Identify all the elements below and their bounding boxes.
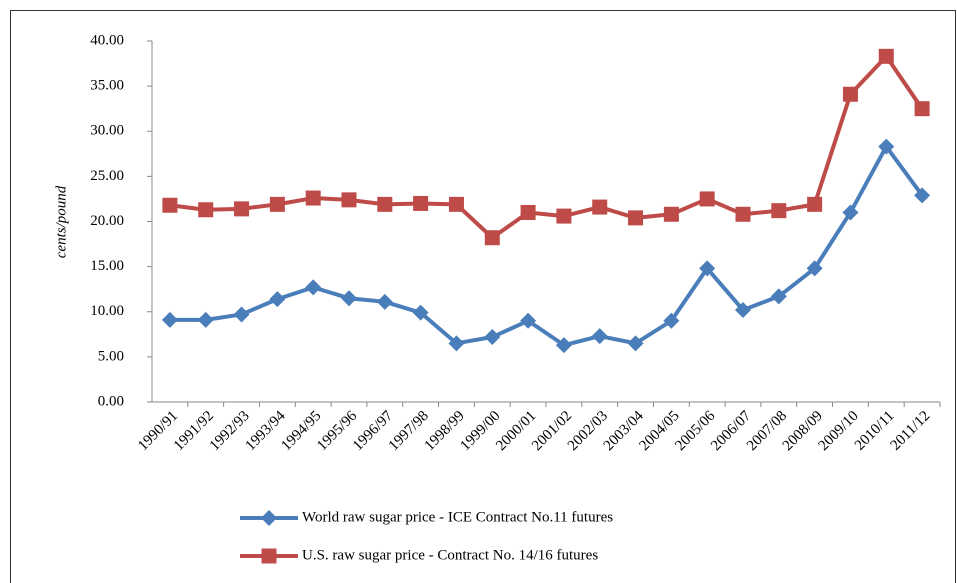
series-line bbox=[169, 54, 924, 240]
point bbox=[234, 201, 250, 217]
point bbox=[162, 197, 178, 213]
point bbox=[377, 196, 393, 212]
y-tick-label: 15.00 bbox=[90, 258, 124, 274]
point bbox=[376, 293, 393, 310]
legend-label: World raw sugar price - ICE Contract No.… bbox=[302, 509, 613, 525]
point bbox=[305, 190, 321, 206]
point bbox=[806, 260, 823, 277]
point bbox=[663, 206, 679, 222]
point bbox=[305, 279, 322, 296]
point bbox=[914, 101, 930, 117]
point bbox=[627, 335, 644, 352]
point bbox=[413, 195, 429, 211]
point bbox=[448, 335, 465, 352]
point bbox=[914, 187, 931, 204]
point bbox=[592, 199, 608, 215]
y-tick-label: 25.00 bbox=[90, 168, 124, 184]
y-axis-title: cents/pound bbox=[53, 185, 69, 258]
point bbox=[628, 210, 644, 226]
legend-marker bbox=[261, 510, 277, 526]
y-tick-label: 5.00 bbox=[98, 348, 124, 364]
point bbox=[269, 196, 285, 212]
y-tick-label: 35.00 bbox=[90, 78, 124, 94]
point bbox=[448, 196, 464, 212]
y-tick-label: 40.00 bbox=[90, 32, 124, 48]
point bbox=[341, 192, 357, 208]
point bbox=[520, 204, 536, 220]
point bbox=[878, 138, 895, 155]
legend-marker bbox=[261, 548, 277, 564]
point bbox=[807, 196, 823, 212]
y-tick-label: 0.00 bbox=[98, 393, 124, 409]
y-tick-label: 20.00 bbox=[90, 213, 124, 229]
point bbox=[198, 202, 214, 218]
y-tick-label: 30.00 bbox=[90, 123, 124, 139]
point bbox=[555, 337, 572, 354]
point bbox=[699, 191, 715, 207]
legend-label: U.S. raw sugar price - Contract No. 14/1… bbox=[302, 547, 598, 563]
point bbox=[556, 208, 572, 224]
point bbox=[412, 304, 429, 321]
point bbox=[735, 206, 751, 222]
point bbox=[878, 48, 894, 64]
y-tick-label: 10.00 bbox=[90, 303, 124, 319]
point bbox=[770, 288, 787, 305]
point bbox=[269, 291, 286, 308]
point bbox=[341, 290, 357, 307]
point bbox=[520, 312, 537, 329]
point bbox=[161, 311, 178, 328]
series-line bbox=[169, 144, 924, 348]
point bbox=[842, 86, 858, 102]
point bbox=[699, 260, 716, 277]
point bbox=[484, 329, 501, 346]
point bbox=[591, 328, 608, 345]
chart-border bbox=[10, 10, 956, 583]
point bbox=[842, 204, 859, 221]
point bbox=[663, 312, 680, 329]
point bbox=[771, 203, 787, 219]
point bbox=[233, 306, 250, 323]
point bbox=[735, 301, 751, 318]
point bbox=[484, 230, 500, 246]
point bbox=[197, 311, 214, 328]
